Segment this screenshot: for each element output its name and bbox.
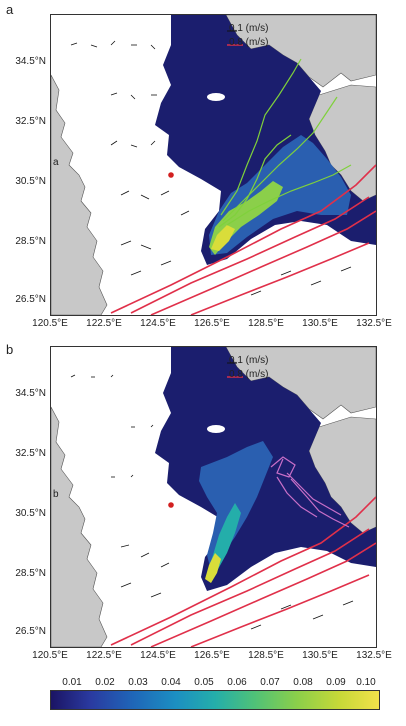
colorbar-tick: 0.03 — [128, 677, 148, 688]
concentration-plume-mid — [209, 135, 351, 255]
site-marker-b — [168, 502, 174, 508]
panel-b-label: b — [6, 342, 14, 357]
lat-tick: 26.5°N — [15, 294, 46, 305]
legend-scale-slow: 0.1 (m/s) — [229, 23, 269, 34]
lon-tick: 120.5°E — [32, 650, 68, 661]
island-b — [207, 425, 225, 433]
legend-scale-slow: 0.1 (m/s) — [229, 355, 269, 366]
lat-tick: 28.5°N — [15, 236, 46, 247]
colorbar-tick: 0.07 — [260, 677, 280, 688]
colorbar-tick: 0.09 — [326, 677, 346, 688]
colorbar-tick: 0.01 — [62, 677, 82, 688]
lat-tick: 30.5°N — [15, 176, 46, 187]
lon-tick: 122.5°E — [86, 650, 122, 661]
concentration-plume-peak — [211, 225, 235, 251]
lat-tick: 30.5°N — [15, 508, 46, 519]
kuroshio-current-arrows — [110, 164, 376, 315]
kuroshio-current-arrows — [110, 496, 376, 647]
china-coast-land — [51, 406, 108, 647]
lon-tick: 124.5°E — [140, 650, 176, 661]
colorbar-tick: 0.04 — [161, 677, 181, 688]
lon-tick: 130.5°E — [302, 650, 338, 661]
colorbar-tick: 0.10 — [356, 677, 376, 688]
map-a-canvas — [51, 15, 376, 315]
lon-tick: 126.5°E — [194, 650, 230, 661]
concentration-plume-peak — [205, 553, 221, 583]
inset-letter-b: b — [53, 489, 59, 500]
vector-legend-a — [227, 30, 243, 46]
map-panel-b: 0.1 (m/s) 0.8 (m/s) b — [50, 346, 377, 648]
legend-scale-fast: 0.8 (m/s) — [229, 369, 269, 380]
lat-tick: 34.5°N — [15, 56, 46, 67]
map-b-canvas — [51, 347, 376, 647]
particle-trajectories-a — [218, 58, 352, 228]
lon-tick: 128.5°E — [248, 650, 284, 661]
lat-tick: 32.5°N — [15, 448, 46, 459]
lon-tick: 130.5°E — [302, 318, 338, 329]
lon-tick: 128.5°E — [248, 318, 284, 329]
inset-letter-a: a — [53, 157, 59, 168]
lon-tick: 132.5°E — [356, 318, 392, 329]
lon-tick: 126.5°E — [194, 318, 230, 329]
lon-tick: 132.5°E — [356, 650, 392, 661]
panel-a-label: a — [6, 2, 14, 17]
colorbar-tick: 0.06 — [227, 677, 247, 688]
lat-tick: 28.5°N — [15, 568, 46, 579]
lat-tick: 34.5°N — [15, 388, 46, 399]
lon-tick: 122.5°E — [86, 318, 122, 329]
colorbar — [50, 690, 380, 710]
vector-legend-b — [227, 362, 243, 378]
colorbar-tick: 0.02 — [95, 677, 115, 688]
lon-tick: 120.5°E — [32, 318, 68, 329]
particle-trajectories-b — [270, 456, 350, 528]
island-a — [207, 93, 225, 101]
map-panel-a: 0.1 (m/s) 0.8 (m/s) a — [50, 14, 377, 316]
site-marker-a — [168, 172, 174, 178]
colorbar-tick: 0.08 — [293, 677, 313, 688]
lat-tick: 32.5°N — [15, 116, 46, 127]
velocity-vectors-a — [70, 40, 352, 296]
china-coast-land — [51, 74, 108, 315]
colorbar-tick: 0.05 — [194, 677, 214, 688]
legend-scale-fast: 0.8 (m/s) — [229, 37, 269, 48]
lon-tick: 124.5°E — [140, 318, 176, 329]
lat-tick: 26.5°N — [15, 626, 46, 637]
velocity-vectors-b — [70, 374, 354, 630]
